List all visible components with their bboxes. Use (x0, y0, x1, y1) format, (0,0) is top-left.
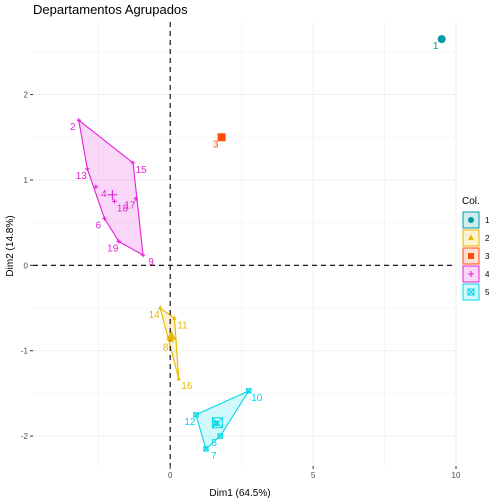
data-point (169, 337, 174, 343)
y-tick-label: 0 (24, 261, 29, 270)
cluster-centroid (211, 417, 223, 429)
data-point (176, 376, 181, 381)
data-point (437, 35, 446, 44)
data-point (193, 412, 199, 418)
point-label: 5 (211, 438, 217, 449)
point-label: 17 (124, 201, 136, 212)
y-tick-label: -1 (21, 347, 29, 356)
data-point (130, 160, 136, 166)
data-point (217, 433, 223, 439)
point-label: 1 (433, 41, 439, 52)
data-point (468, 253, 474, 259)
data-point (85, 166, 90, 172)
y-tick-label: -2 (21, 432, 29, 441)
data-point (246, 388, 252, 394)
legend-label: 5 (485, 288, 490, 297)
point-label: 9 (148, 257, 154, 268)
x-axis-ticks: 0 5 10 (168, 466, 461, 480)
data-point (203, 446, 209, 452)
point-label: 19 (107, 243, 119, 254)
legend-label: 3 (485, 252, 490, 261)
reference-lines (33, 22, 456, 466)
legend-label: 1 (485, 216, 490, 225)
cluster-centroid (107, 189, 118, 200)
data-point (116, 239, 121, 244)
data-point (467, 288, 475, 296)
data-point (112, 199, 117, 204)
cluster-hull-2 (159, 306, 180, 380)
point-label: 16 (181, 381, 193, 392)
data-point (172, 315, 177, 320)
point-label: 7 (211, 451, 217, 462)
x-tick-label: 10 (452, 471, 461, 480)
data-point (468, 234, 474, 241)
point-label: 3 (213, 139, 219, 150)
data-point (76, 117, 81, 123)
point-label: 14 (149, 310, 161, 321)
legend: Col. 1 2 3 4 5 (462, 196, 490, 301)
point-label: 2 (70, 122, 76, 133)
cluster-centroid (166, 330, 177, 340)
data-point (213, 420, 219, 427)
chart-title: Departamentos Agrupados (33, 2, 188, 17)
point-label: 12 (184, 417, 196, 428)
y-axis-ticks: -2 -1 0 1 2 (21, 91, 33, 441)
data-point (140, 252, 146, 258)
point-label: 6 (96, 220, 102, 231)
data-points (76, 35, 446, 452)
point-label: 8 (163, 342, 169, 353)
data-point (468, 217, 474, 223)
point-label: 15 (135, 165, 147, 176)
point-label: 11 (177, 320, 188, 331)
legend-title: Col. (462, 196, 480, 207)
y-axis-label: Dim2 (14.8%) (5, 215, 16, 276)
legend-label: 4 (485, 270, 490, 279)
x-tick-label: 5 (311, 471, 316, 480)
y-tick-label: 2 (24, 91, 29, 100)
x-axis-label: Dim1 (64.5%) (209, 488, 270, 499)
point-label: 10 (251, 393, 263, 404)
point-label: 18 (117, 203, 129, 214)
data-point (217, 133, 226, 142)
data-point (102, 216, 107, 221)
point-label: 4 (101, 189, 107, 200)
data-point (468, 271, 474, 277)
data-point (133, 196, 139, 201)
data-point (93, 184, 99, 189)
data-point (157, 305, 163, 310)
legend-label: 2 (485, 234, 490, 243)
point-label: 13 (76, 171, 88, 182)
x-tick-label: 0 (168, 471, 173, 480)
y-tick-label: 1 (24, 176, 29, 185)
